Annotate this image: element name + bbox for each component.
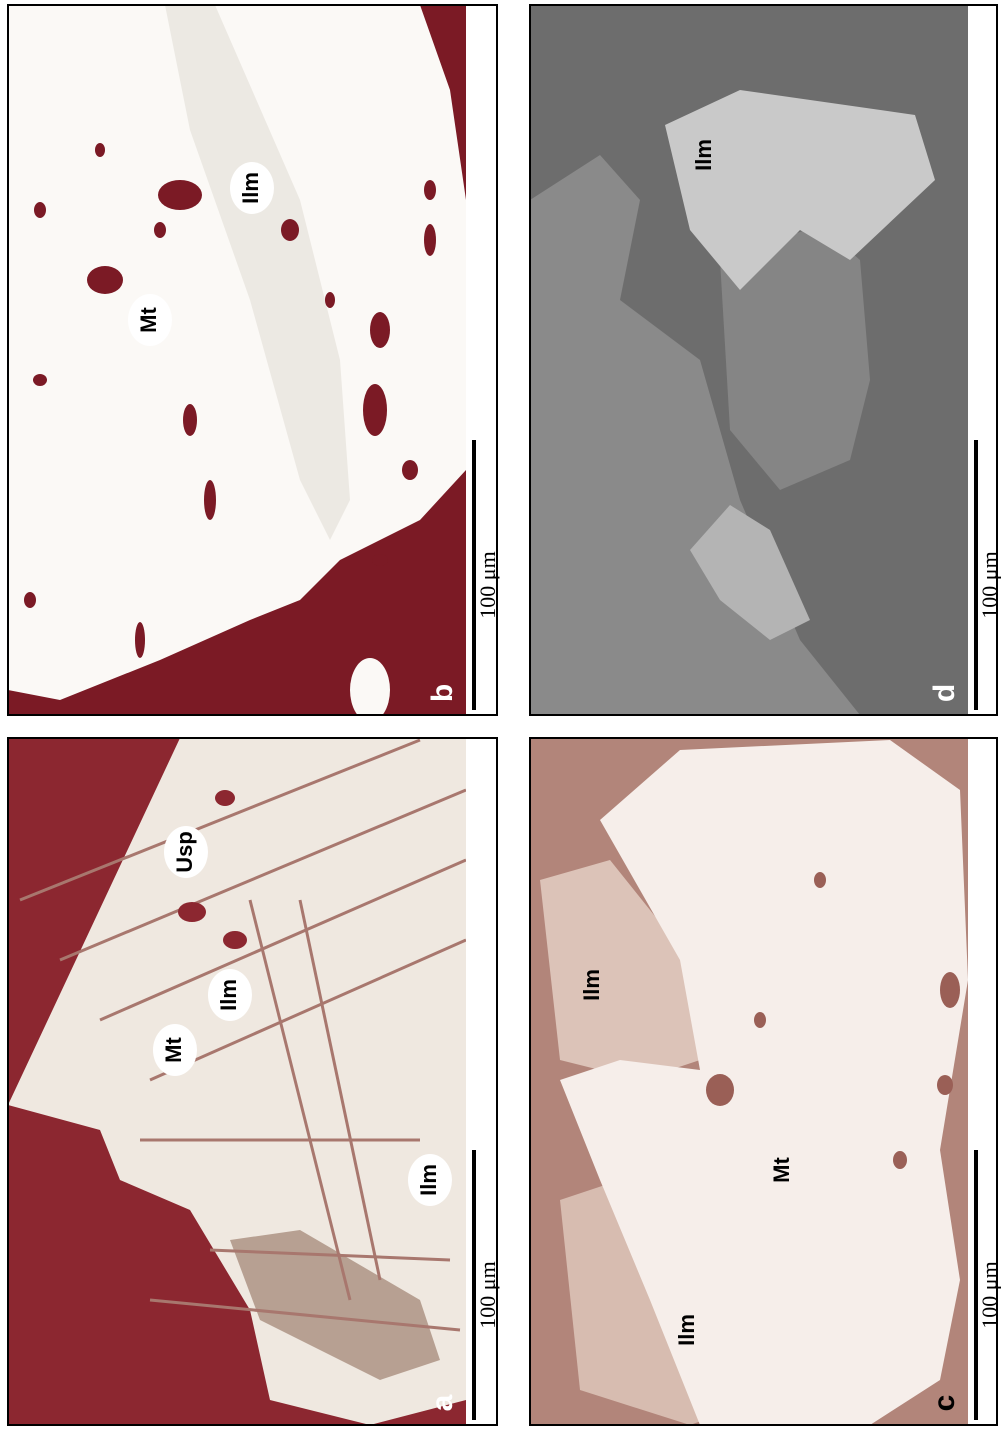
figure: b 100 μm Ilm Mt a 100 μm Usp Ilm Mt Ilm d 100 μm Ilm…	[0, 0, 1001, 1433]
panel-a-image	[8, 738, 466, 1425]
panel-letter: b	[426, 684, 459, 702]
mineral-label: Mt	[161, 1037, 186, 1063]
mineral-label: Ilm	[674, 1314, 699, 1346]
mineral-label: Mt	[136, 307, 161, 333]
scale-bar-label: 100 μm	[475, 551, 500, 618]
panel-letter: c	[928, 1395, 961, 1412]
mineral-label: Ilm	[579, 969, 604, 1001]
mineral-label: Ilm	[416, 1164, 441, 1196]
panel-letter: a	[426, 1394, 459, 1411]
scale-bar-label: 100 μm	[977, 1261, 1001, 1328]
mineral-label: Ilm	[216, 979, 241, 1011]
scale-bar-label: 100 μm	[475, 1261, 500, 1328]
scale-bar-label: 100 μm	[977, 551, 1001, 618]
panel-c-image	[530, 738, 968, 1425]
mineral-label: Ilm	[238, 172, 263, 204]
panel-b-image	[8, 5, 466, 722]
mineral-label: Ilm	[691, 139, 716, 171]
panel-d-image	[530, 5, 968, 715]
mineral-label: Mt	[769, 1157, 794, 1183]
mineral-label: Usp	[172, 831, 197, 873]
panel-letter: d	[928, 684, 961, 702]
